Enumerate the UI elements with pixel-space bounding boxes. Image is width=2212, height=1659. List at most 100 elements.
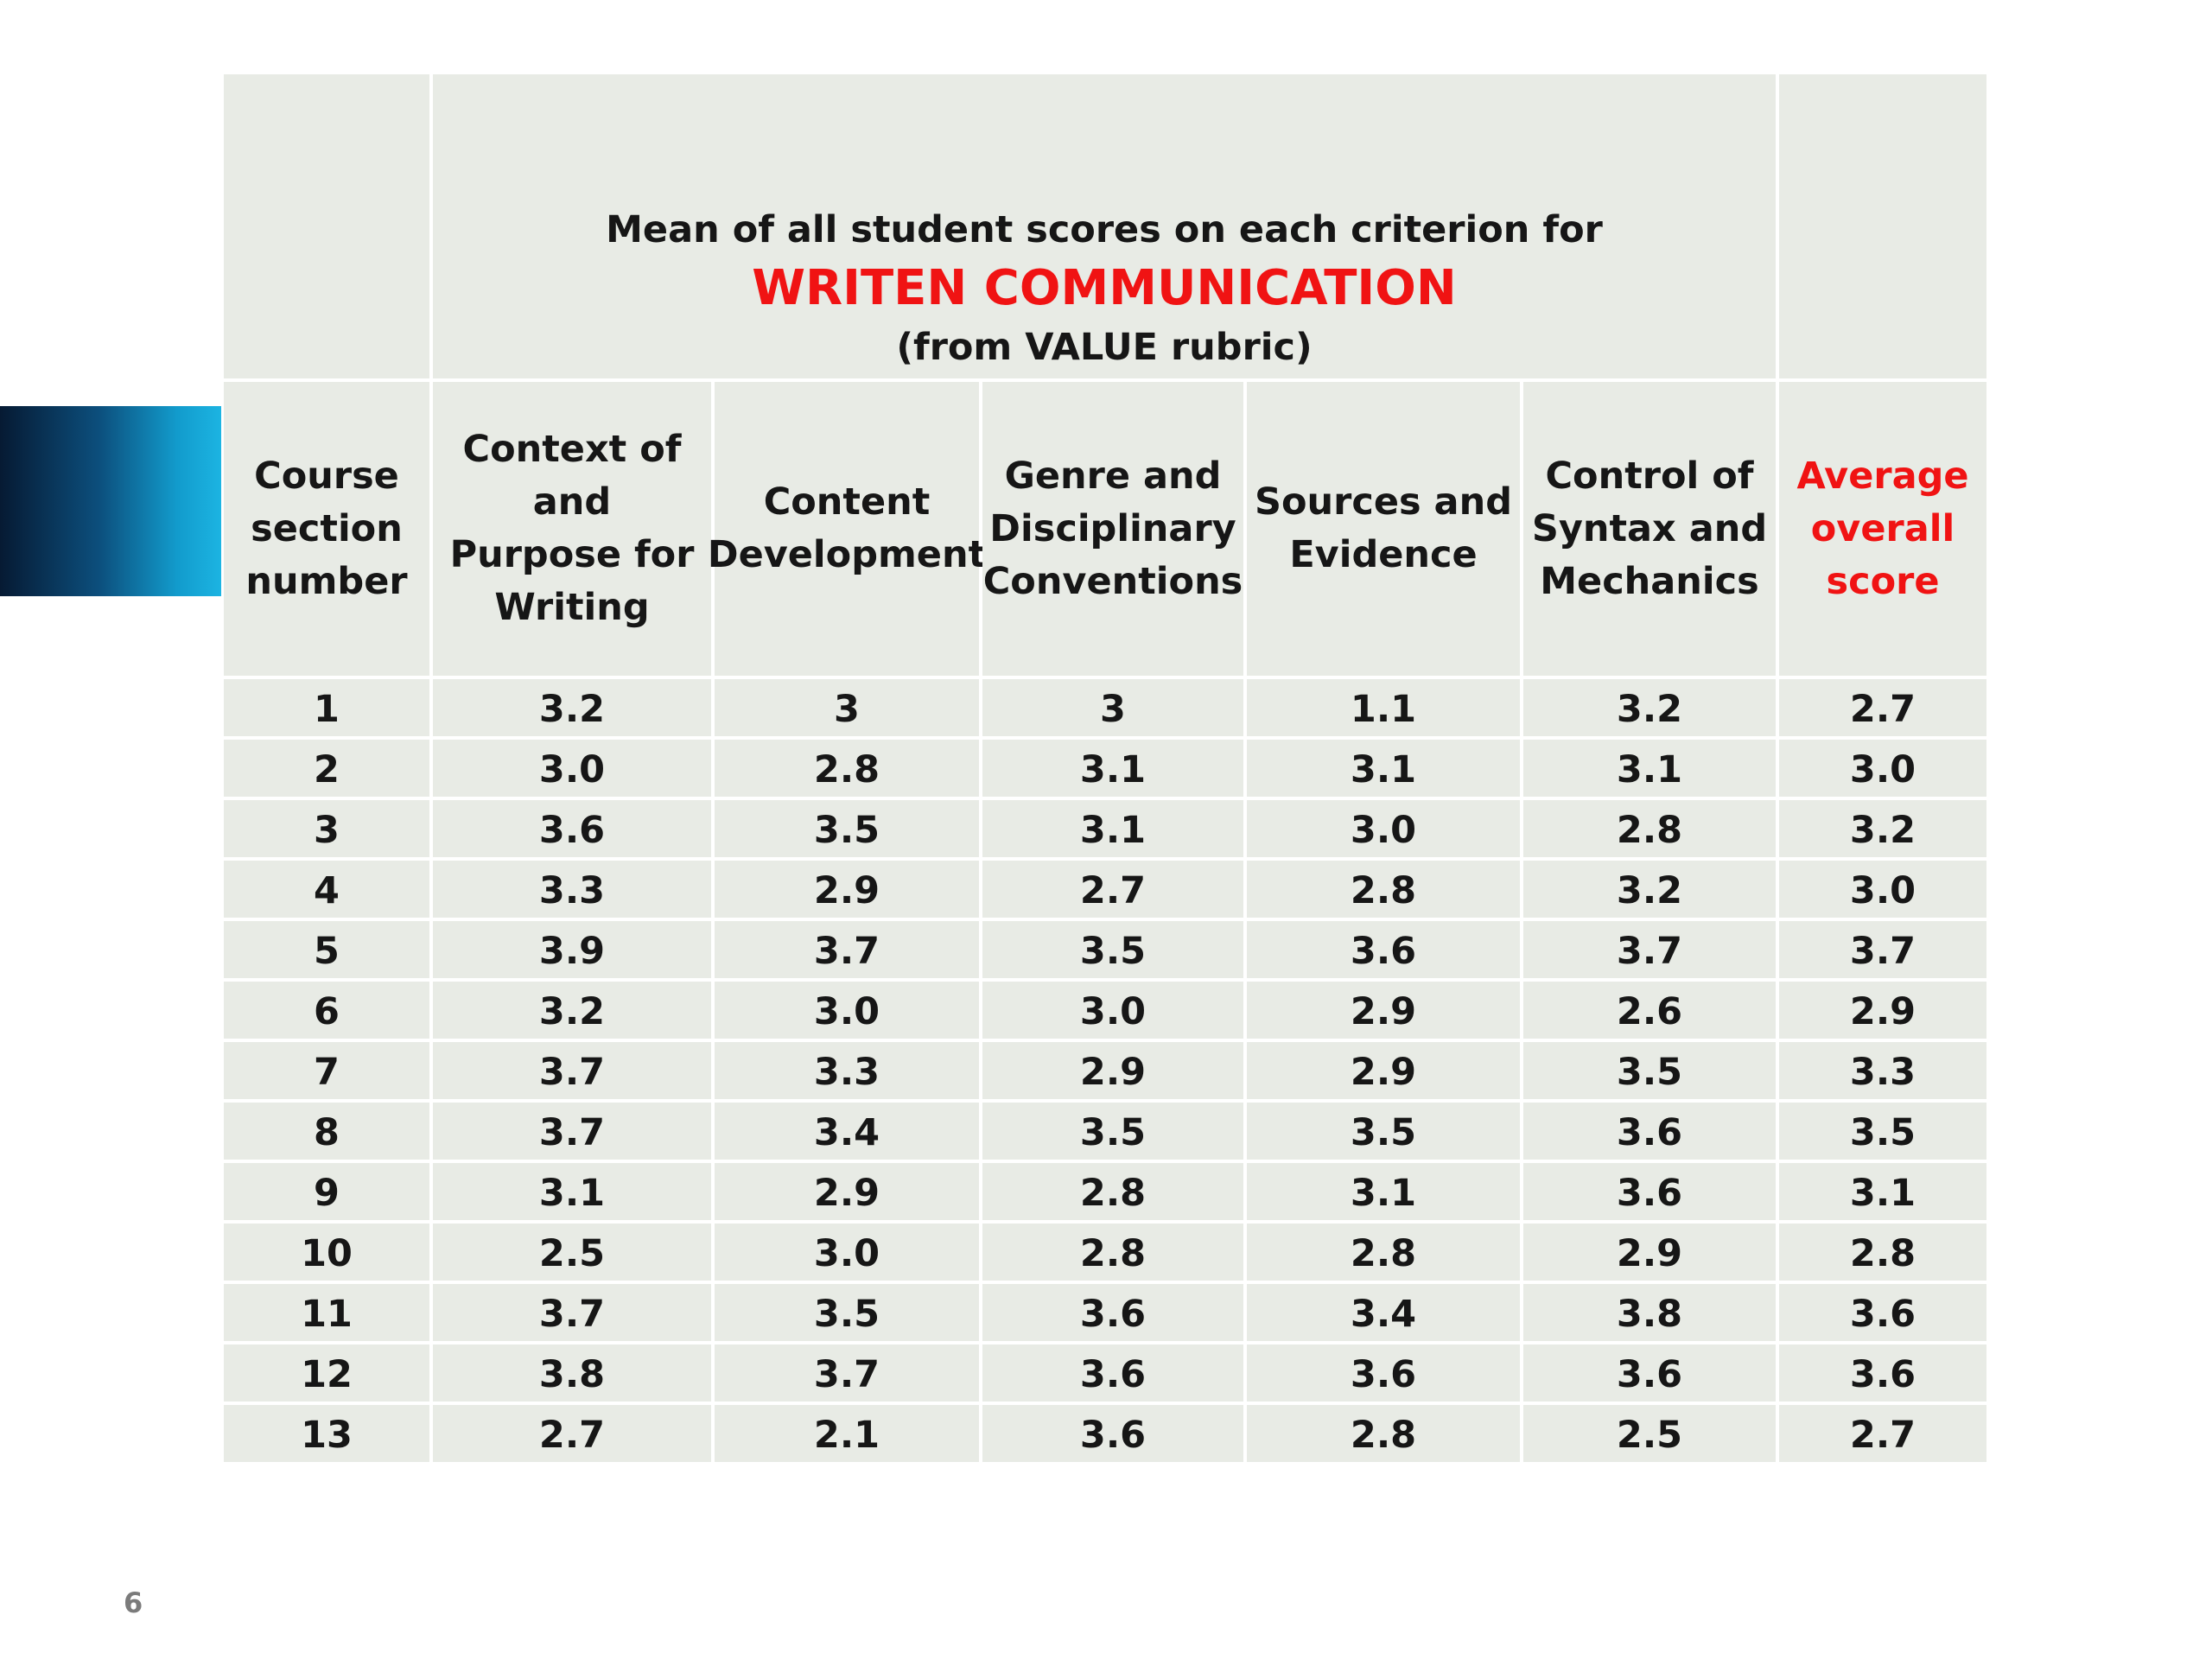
table-cell-score: 3.1 <box>1523 740 1776 797</box>
table-cell-score: 3.3 <box>433 861 711 918</box>
table-cell-score: 3.6 <box>1247 1344 1520 1402</box>
table-cell-section-number: 12 <box>224 1344 429 1402</box>
table-cell-score: 3.1 <box>1779 1163 1986 1220</box>
table-cell-score: 2.1 <box>715 1405 979 1462</box>
table-cell-score: 3.7 <box>1779 921 1986 978</box>
page-number: 6 <box>124 1586 143 1619</box>
table-cell-score: 3.0 <box>433 740 711 797</box>
table-cell-score: 2.8 <box>982 1163 1243 1220</box>
table-cell-score: 3.1 <box>1247 1163 1520 1220</box>
table-cell-score: 2.7 <box>433 1405 711 1462</box>
table-cell-score: 2.8 <box>982 1224 1243 1281</box>
column-header-context-purpose: Context of and Purpose for Writing <box>433 382 711 676</box>
table-cell-score: 3.6 <box>1523 1163 1776 1220</box>
table-cell-score: 2.9 <box>1247 982 1520 1039</box>
table-cell-section-number: 13 <box>224 1405 429 1462</box>
table-cell-score: 3.2 <box>1523 861 1776 918</box>
table-cell-score: 2.6 <box>1523 982 1776 1039</box>
column-header-genre-conventions: Genre and Disciplinary Conventions <box>982 382 1243 676</box>
table-cell-section-number: 8 <box>224 1103 429 1160</box>
table-cell-score: 3.0 <box>715 982 979 1039</box>
table-cell-score: 3.0 <box>1247 800 1520 857</box>
accent-bar <box>0 406 221 596</box>
table-cell-score: 3.2 <box>433 982 711 1039</box>
table-cell-score: 3.0 <box>1779 861 1986 918</box>
table-cell-score: 3.8 <box>433 1344 711 1402</box>
table-cell-score: 3.0 <box>1779 740 1986 797</box>
table-cell-score: 3.6 <box>1523 1103 1776 1160</box>
table-cell-score: 2.8 <box>1523 800 1776 857</box>
table-cell-score: 3.5 <box>715 800 979 857</box>
table-cell-score: 2.8 <box>715 740 979 797</box>
table-cell-score: 3.3 <box>715 1042 979 1099</box>
table-cell-score: 3.7 <box>433 1284 711 1341</box>
table-cell-section-number: 11 <box>224 1284 429 1341</box>
table-cell-section-number: 3 <box>224 800 429 857</box>
table-cell-section-number: 4 <box>224 861 429 918</box>
table-cell-score: 3.6 <box>982 1344 1243 1402</box>
table-cell-score: 3.7 <box>433 1103 711 1160</box>
table-cell-section-number: 2 <box>224 740 429 797</box>
table-cell-score: 3.5 <box>982 921 1243 978</box>
table-cell-score: 2.7 <box>1779 679 1986 736</box>
table-cell-score: 2.9 <box>715 1163 979 1220</box>
table-title: Mean of all student scores on each crite… <box>433 74 1776 378</box>
table-cell-section-number: 5 <box>224 921 429 978</box>
table-cell-score: 3.5 <box>1523 1042 1776 1099</box>
scores-table: Mean of all student scores on each crite… <box>224 74 1986 1462</box>
table-cell-score: 3.1 <box>433 1163 711 1220</box>
table-cell-score: 3.6 <box>982 1405 1243 1462</box>
table-cell-score: 3.7 <box>1523 921 1776 978</box>
table-cell-section-number: 6 <box>224 982 429 1039</box>
table-cell-score: 2.8 <box>1247 1405 1520 1462</box>
table-cell-score: 2.7 <box>1779 1405 1986 1462</box>
table-cell-score: 3.2 <box>1523 679 1776 736</box>
title-line-3: (from VALUE rubric) <box>896 326 1313 369</box>
title-corner-right <box>1779 74 1986 378</box>
table-cell-score: 3.3 <box>1779 1042 1986 1099</box>
table-cell-section-number: 7 <box>224 1042 429 1099</box>
table-cell-score: 3.7 <box>715 1344 979 1402</box>
table-cell-score: 3.2 <box>1779 800 1986 857</box>
table-cell-score: 3.1 <box>982 800 1243 857</box>
table-cell-score: 2.9 <box>982 1042 1243 1099</box>
table-cell-score: 3.7 <box>715 921 979 978</box>
table-cell-score: 3.7 <box>433 1042 711 1099</box>
title-line-2: WRITEN COMMUNICATION <box>752 260 1457 316</box>
table-cell-score: 3.6 <box>433 800 711 857</box>
table-cell-score: 3.6 <box>1247 921 1520 978</box>
table-cell-score: 3 <box>715 679 979 736</box>
table-cell-score: 3.4 <box>1247 1284 1520 1341</box>
table-cell-score: 3.0 <box>715 1224 979 1281</box>
table-cell-score: 1.1 <box>1247 679 1520 736</box>
table-cell-score: 2.5 <box>1523 1405 1776 1462</box>
table-cell-score: 3.9 <box>433 921 711 978</box>
table-cell-score: 3.2 <box>433 679 711 736</box>
table-cell-section-number: 10 <box>224 1224 429 1281</box>
table-cell-score: 3.1 <box>982 740 1243 797</box>
table-cell-score: 3.5 <box>1247 1103 1520 1160</box>
column-header-course-section: Course section number <box>224 382 429 676</box>
table-cell-score: 3.8 <box>1523 1284 1776 1341</box>
table-cell-score: 3.6 <box>1779 1284 1986 1341</box>
table-cell-score: 3.0 <box>982 982 1243 1039</box>
table-cell-score: 2.8 <box>1779 1224 1986 1281</box>
table-cell-score: 2.8 <box>1247 861 1520 918</box>
title-corner-left <box>224 74 429 378</box>
column-header-content-development: Content Development <box>708 382 986 676</box>
table-cell-score: 2.8 <box>1247 1224 1520 1281</box>
table-cell-score: 3.6 <box>1523 1344 1776 1402</box>
table-cell-score: 2.7 <box>982 861 1243 918</box>
column-header-sources-evidence: Sources and Evidence <box>1247 382 1520 676</box>
table-cell-score: 3.6 <box>1779 1344 1986 1402</box>
table-cell-score: 2.9 <box>1523 1224 1776 1281</box>
table-cell-section-number: 1 <box>224 679 429 736</box>
title-line-1: Mean of all student scores on each crite… <box>606 208 1603 251</box>
table-cell-score: 2.9 <box>1779 982 1986 1039</box>
table-cell-section-number: 9 <box>224 1163 429 1220</box>
table-cell-score: 3.4 <box>715 1103 979 1160</box>
table-cell-score: 3.5 <box>1779 1103 1986 1160</box>
column-header-average-score: Average overall score <box>1779 382 1986 676</box>
table-cell-score: 3 <box>982 679 1243 736</box>
table-cell-score: 3.1 <box>1247 740 1520 797</box>
